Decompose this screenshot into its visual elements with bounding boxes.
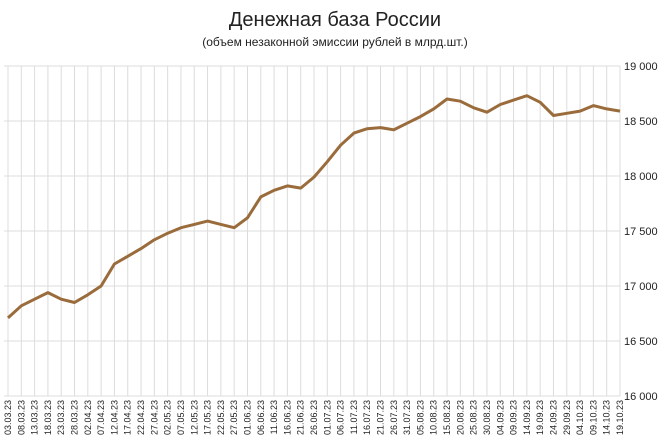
x-tick-label: 04.10.23	[575, 400, 585, 435]
x-tick-label: 06.07.23	[336, 400, 346, 435]
y-tick-label: 16 500	[624, 336, 658, 348]
x-tick-label: 11.06.23	[269, 400, 279, 434]
x-tick-label: 16.06.23	[282, 400, 292, 435]
x-tick-label: 26.06.23	[309, 400, 319, 435]
x-tick-label: 19.09.23	[535, 400, 545, 435]
x-tick-label: 29.09.23	[562, 400, 572, 435]
y-tick-label: 18 000	[624, 171, 658, 183]
y-tick-label: 18 500	[624, 116, 658, 128]
x-tick-label: 30.08.23	[482, 400, 492, 435]
x-tick-label: 28.03.23	[70, 400, 80, 435]
x-tick-label: 06.06.23	[256, 400, 266, 435]
chart-subtitle: (объем незаконной эмиссии рублей в млрд.…	[202, 35, 468, 49]
x-tick-label: 03.03.23	[3, 400, 13, 435]
x-tick-label: 26.07.23	[389, 400, 399, 435]
x-tick-label: 01.07.23	[322, 400, 332, 435]
x-tick-label: 08.03.23	[16, 400, 26, 435]
x-tick-label: 07.05.23	[176, 400, 186, 435]
x-tick-label: 14.10.23	[602, 400, 612, 435]
x-tick-label: 15.08.23	[442, 400, 452, 435]
x-tick-label: 02.04.23	[83, 400, 93, 435]
x-tick-label: 14.09.23	[522, 400, 532, 435]
y-tick-label: 17 500	[624, 226, 658, 238]
y-tick-label: 16 000	[624, 391, 658, 403]
x-tick-label: 11.07.23	[349, 400, 359, 434]
x-tick-label: 24.09.23	[548, 400, 558, 435]
x-tick-label: 25.08.23	[469, 400, 479, 435]
x-tick-label: 12.04.23	[109, 400, 119, 435]
x-tick-label: 12.05.23	[189, 400, 199, 435]
chart-title: Денежная база России	[229, 9, 441, 31]
x-tick-label: 21.06.23	[296, 400, 306, 435]
x-tick-label: 23.03.23	[56, 400, 66, 435]
x-tick-label: 09.09.23	[509, 400, 519, 435]
x-tick-label: 17.05.23	[203, 400, 213, 435]
x-tick-label: 01.06.23	[242, 400, 252, 435]
x-tick-label: 04.09.23	[495, 400, 505, 435]
x-tick-label: 31.07.23	[402, 400, 412, 435]
line	[6, 94, 621, 320]
x-tick-label: 16.07.23	[362, 400, 372, 435]
y-tick-label: 19 000	[624, 61, 658, 73]
y-tick-label: 17 000	[624, 281, 658, 293]
x-tick-label: 07.04.23	[96, 400, 106, 435]
x-tick-label: 02.05.23	[163, 400, 173, 435]
x-tick-label: 17.04.23	[123, 400, 133, 435]
x-tick-label: 21.07.23	[376, 400, 386, 435]
x-tick-label: 22.05.23	[216, 400, 226, 435]
x-tick-label: 27.05.23	[229, 400, 239, 435]
x-tick-label: 09.10.23	[588, 400, 598, 435]
x-tick-label: 19.10.23	[615, 400, 625, 435]
x-tick-label: 20.08.23	[455, 400, 465, 435]
x-tick-label: 05.08.23	[415, 400, 425, 435]
x-tick-label: 22.04.23	[136, 400, 146, 435]
x-tick-label: 27.04.23	[149, 400, 159, 435]
x-tick-label: 18.03.23	[43, 400, 53, 435]
x-tick-label: 13.03.23	[30, 400, 40, 435]
x-tick-label: 10.08.23	[429, 400, 439, 435]
